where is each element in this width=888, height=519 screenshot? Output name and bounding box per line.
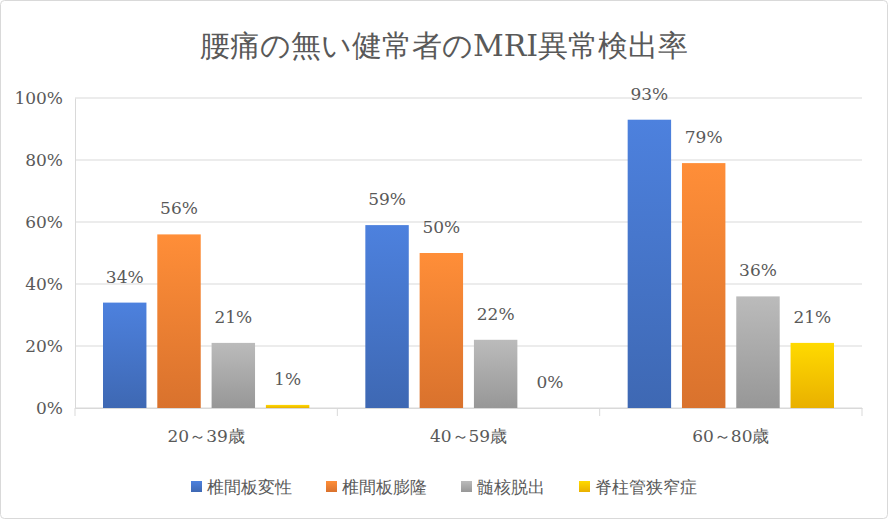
data-label: 21% [214, 307, 252, 327]
data-label: 34% [106, 267, 144, 287]
x-tick: 60～80歳 [692, 408, 769, 446]
data-label: 21% [793, 307, 831, 327]
y-tick: 40% [25, 274, 75, 294]
data-label: 0% [536, 372, 563, 392]
data-label: 22% [477, 304, 515, 324]
legend-swatch [461, 481, 472, 492]
grid [75, 98, 862, 408]
y-tick: 0% [36, 398, 75, 418]
y-tick-label: 40% [25, 274, 63, 294]
y-tick: 20% [25, 336, 75, 356]
bar [682, 163, 725, 408]
legend-item: 髄核脱出 [461, 477, 545, 497]
chart: 腰痛の無い健常者のMRI異常検出率 0% 20% 40% 60% 80% 100% 20～39… [0, 0, 888, 519]
y-axis: 0% 20% 40% 60% 80% 100% [14, 88, 75, 418]
bar [474, 340, 517, 408]
legend-swatch [326, 481, 337, 492]
legend-label: 椎間板変性 [207, 477, 292, 497]
bars [103, 120, 834, 408]
data-label: 36% [739, 260, 777, 280]
bar [212, 343, 255, 408]
x-axis: 20～39歳 40～59歳 60～80歳 [75, 408, 863, 446]
legend-item: 椎間板変性 [191, 477, 292, 497]
data-label: 1% [274, 369, 301, 389]
category-separator [862, 408, 863, 416]
legend-item: 椎間板膨隆 [326, 477, 427, 497]
y-axis-line [75, 99, 76, 409]
data-labels: 34% 59% 93% 56% 50% 79% 21% 22% 36% 1% 0% 21% [106, 84, 831, 392]
y-tick-label: 80% [25, 150, 63, 170]
legend-label: 椎間板膨隆 [342, 477, 427, 497]
title: 腰痛の無い健常者のMRI異常検出率 [200, 28, 688, 63]
data-label: 79% [685, 127, 723, 147]
x-axis-line [76, 408, 863, 409]
legend-item: 脊柱管狭窄症 [579, 477, 697, 497]
x-tick-label: 60～80歳 [692, 426, 769, 446]
legend-label: 髄核脱出 [477, 477, 545, 497]
bar [736, 296, 779, 408]
legend-swatch [191, 481, 202, 492]
legend: 椎間板変性 椎間板膨隆 髄核脱出 脊柱管狭窄症 [191, 477, 697, 497]
data-label: 56% [160, 198, 198, 218]
x-tick-label: 20～39歳 [168, 426, 245, 446]
bar [365, 225, 408, 408]
x-tick-label: 40～59歳 [430, 426, 507, 446]
legend-label: 脊柱管狭窄症 [595, 477, 697, 497]
category-separator [337, 408, 338, 416]
bar [157, 234, 200, 408]
y-tick: 60% [25, 212, 75, 232]
grid-line [75, 160, 862, 161]
grid-line [75, 98, 862, 99]
category-separator [75, 408, 76, 416]
y-tick-label: 100% [14, 88, 63, 108]
background [1, 1, 888, 519]
category-separator [599, 408, 600, 416]
bar [420, 253, 463, 408]
data-label: 50% [422, 217, 460, 237]
legend-swatch [579, 481, 590, 492]
y-tick: 100% [14, 88, 75, 108]
bar [528, 408, 571, 409]
y-tick-label: 20% [25, 336, 63, 356]
x-tick: 40～59歳 [430, 408, 507, 446]
bar [628, 120, 671, 408]
grid-line [75, 222, 862, 223]
x-tick: 20～39歳 [168, 408, 245, 446]
data-label: 59% [368, 189, 406, 209]
bar [791, 343, 834, 408]
y-tick: 80% [25, 150, 75, 170]
bar [103, 303, 146, 408]
data-label: 93% [630, 84, 668, 104]
y-tick-label: 0% [36, 398, 63, 418]
bar [266, 405, 309, 408]
y-tick-label: 60% [25, 212, 63, 232]
